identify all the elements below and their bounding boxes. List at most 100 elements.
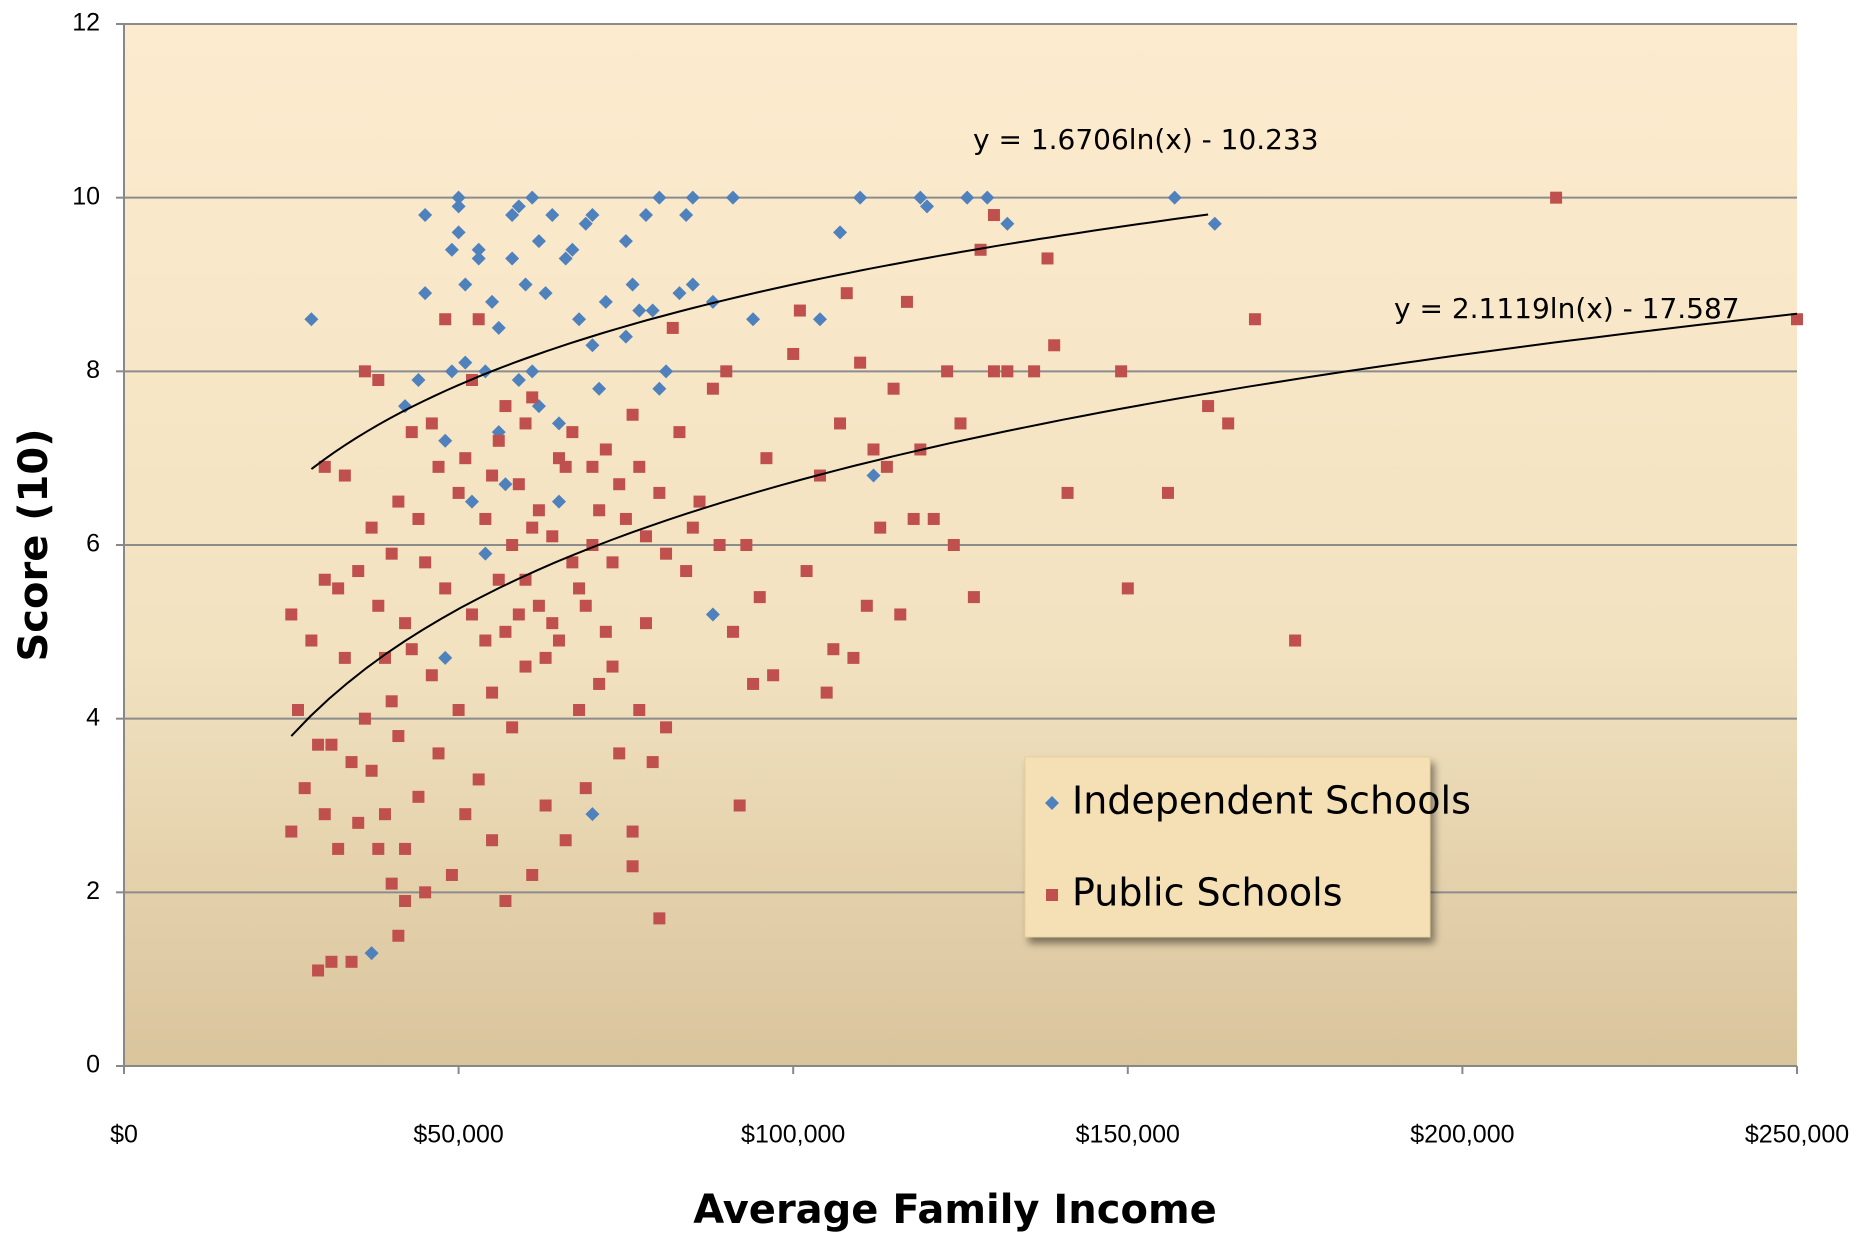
point <box>432 460 445 473</box>
point <box>352 816 365 829</box>
point <box>519 417 532 430</box>
point <box>787 347 800 360</box>
point <box>486 834 499 847</box>
point <box>613 747 626 760</box>
point <box>767 669 780 682</box>
point <box>960 190 975 205</box>
trendline <box>290 312 1798 737</box>
point <box>585 208 600 223</box>
point <box>464 494 479 509</box>
point <box>512 608 525 621</box>
point <box>673 426 686 439</box>
point <box>618 329 633 344</box>
point <box>472 773 485 786</box>
point <box>900 295 913 308</box>
point <box>598 294 613 309</box>
points <box>285 190 1803 977</box>
point <box>479 512 492 525</box>
point <box>385 695 398 708</box>
y-tick-label: 6 <box>86 530 100 558</box>
point <box>626 825 639 838</box>
point <box>619 512 632 525</box>
point <box>345 756 358 769</box>
point <box>385 877 398 890</box>
point <box>312 964 325 977</box>
point <box>947 539 960 551</box>
point <box>364 946 379 961</box>
point <box>498 477 513 492</box>
point <box>526 521 539 534</box>
point <box>652 381 667 396</box>
point <box>913 190 928 205</box>
point <box>444 364 459 379</box>
point <box>1202 400 1215 413</box>
point <box>625 277 640 292</box>
point <box>486 686 499 699</box>
point <box>713 539 726 551</box>
point <box>525 190 540 205</box>
point <box>459 452 472 465</box>
point <box>632 303 647 318</box>
point <box>579 782 592 795</box>
y-tick-label: 10 <box>72 182 100 210</box>
point <box>511 199 526 214</box>
x-tick-label: $250,000 <box>1745 1121 1849 1149</box>
point <box>660 721 673 734</box>
point <box>907 512 920 525</box>
point <box>599 625 612 638</box>
point <box>559 834 572 847</box>
point <box>539 799 552 812</box>
legend-label: Independent Schools <box>1072 779 1471 823</box>
point <box>505 251 520 266</box>
point <box>452 486 465 499</box>
point <box>565 242 580 257</box>
point <box>987 209 1000 222</box>
point <box>1289 634 1302 647</box>
point <box>592 381 607 396</box>
point <box>686 521 699 534</box>
point <box>458 355 473 370</box>
point <box>618 234 633 249</box>
point <box>332 582 345 595</box>
point <box>867 443 880 456</box>
point <box>439 313 452 326</box>
point <box>827 643 840 656</box>
point <box>345 955 358 968</box>
point <box>325 955 338 968</box>
point <box>491 320 506 335</box>
point <box>666 321 679 334</box>
point <box>1048 339 1061 352</box>
point <box>880 460 893 473</box>
point <box>419 886 432 899</box>
point <box>860 599 873 612</box>
point <box>1222 417 1235 430</box>
point <box>720 365 733 378</box>
point <box>492 573 505 586</box>
point <box>512 478 525 491</box>
point <box>539 651 552 664</box>
point <box>425 417 438 430</box>
point <box>847 651 860 664</box>
point <box>392 929 405 942</box>
trendline <box>310 213 1209 470</box>
point <box>685 277 700 292</box>
point <box>552 452 565 465</box>
point <box>519 660 532 673</box>
point <box>526 391 539 404</box>
point <box>405 426 418 439</box>
point <box>526 868 539 881</box>
point <box>974 243 987 256</box>
point <box>546 530 559 543</box>
point <box>1161 486 1174 499</box>
point <box>525 364 540 379</box>
point <box>338 469 351 482</box>
point <box>573 703 586 716</box>
point <box>552 634 565 647</box>
trendline-equation: y = 1.6706ln(x) - 10.233 <box>973 123 1319 156</box>
point <box>485 294 500 309</box>
point <box>352 565 365 578</box>
point <box>505 208 520 223</box>
y-tick-label: 4 <box>86 703 100 731</box>
point <box>318 808 331 821</box>
point <box>478 546 493 561</box>
